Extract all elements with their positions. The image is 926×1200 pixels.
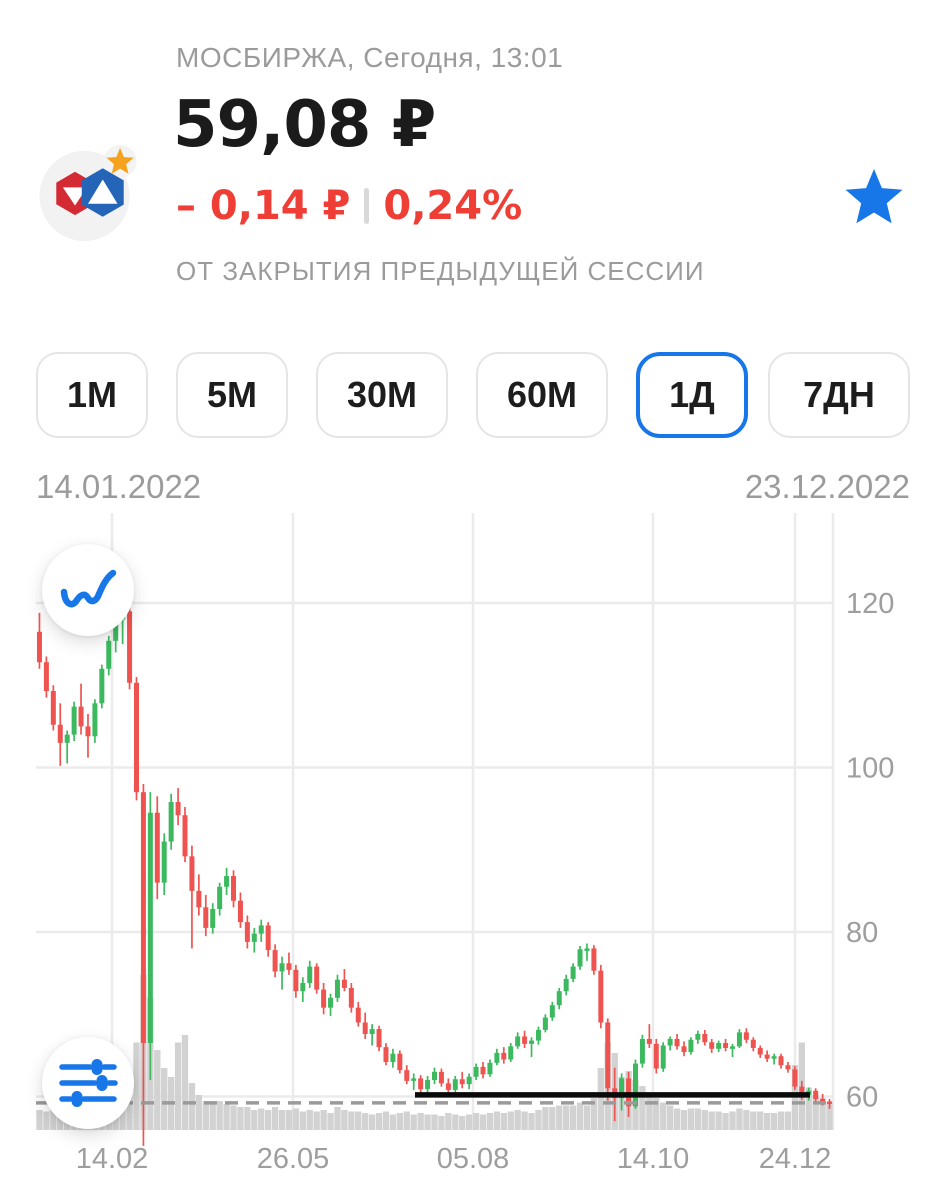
timeframe-1d[interactable]: 1Д: [636, 352, 748, 438]
timeframe-5m[interactable]: 5M: [176, 352, 288, 438]
change-value: – 0,14 ₽: [176, 183, 351, 229]
change-note: ОТ ЗАКРЫТИЯ ПРЕДЫДУЩЕЙ СЕССИИ: [176, 256, 705, 286]
svg-text:60: 60: [846, 1082, 878, 1114]
timeframe-label: 30M: [346, 374, 418, 415]
range-end-date: 23.12.2022: [744, 468, 910, 505]
timeframe-label: 1Д: [669, 374, 715, 415]
timeframe-30m[interactable]: 30M: [316, 352, 448, 438]
candlestick-chart-canvas[interactable]: 120 100 80 60 14.02 26.05 05.08 14.10 24.12: [0, 505, 926, 1200]
price-chart[interactable]: 120 100 80 60 14.02 26.05 05.08 14.10 24.12: [0, 505, 926, 1200]
chart-settings-button[interactable]: [42, 1037, 134, 1129]
svg-text:120: 120: [846, 588, 894, 620]
line-chart-icon: [60, 569, 117, 608]
svg-text:80: 80: [846, 917, 878, 949]
change-percent: 0,24%: [383, 183, 523, 229]
badge-star-icon: [106, 147, 134, 174]
svg-text:14.10: 14.10: [617, 1143, 690, 1175]
svg-text:24.12: 24.12: [759, 1143, 832, 1175]
timeframe-label: 5M: [206, 374, 257, 415]
timeframe-label: 7ДН: [803, 374, 875, 415]
timeframe-label: 1M: [66, 374, 117, 415]
timeframe-1m[interactable]: 1M: [36, 352, 148, 438]
svg-text:05.08: 05.08: [437, 1143, 510, 1175]
range-start-date: 14.01.2022: [36, 468, 202, 505]
ticker-subtitle: МОСБИРЖА, Сегодня, 13:01: [176, 42, 564, 73]
chart-type-toggle-button[interactable]: [42, 544, 134, 636]
sliders-icon: [59, 1059, 118, 1107]
price-change-row: – 0,14 ₽ 0,24%: [176, 183, 522, 229]
svg-text:14.02: 14.02: [76, 1143, 149, 1175]
moex-logo-icon: [39, 144, 137, 242]
svg-text:100: 100: [846, 753, 894, 785]
change-divider: [364, 188, 370, 224]
timeframe-60m[interactable]: 60M: [476, 352, 608, 438]
favorite-star-icon[interactable]: [843, 168, 905, 230]
timeframe-label: 60M: [506, 374, 578, 415]
moex-logo: [36, 144, 140, 248]
current-price: 59,08 ₽: [173, 88, 436, 162]
timeframe-7d[interactable]: 7ДН: [768, 352, 910, 438]
svg-text:26.05: 26.05: [257, 1143, 330, 1175]
